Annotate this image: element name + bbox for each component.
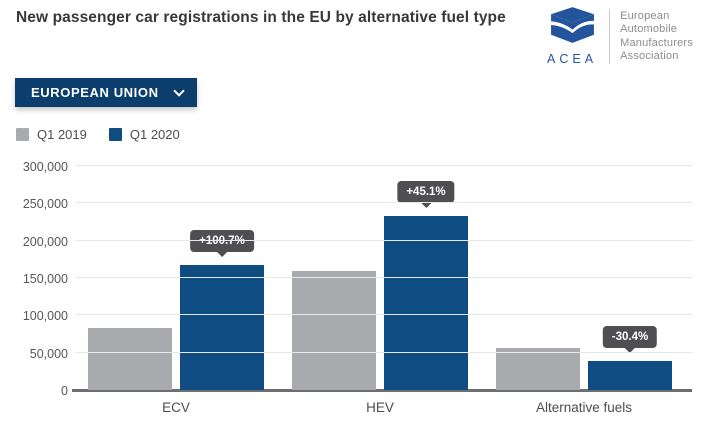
bar-group-hev: +45.1% HEV	[292, 166, 468, 415]
logo-divider	[609, 9, 611, 64]
x-tick-label-alternative-fuels: Alternative fuels	[535, 400, 633, 415]
acea-logo: ACEA European Automobile Manufacturers A…	[547, 7, 693, 66]
region-dropdown[interactable]: EUROPEAN UNION	[15, 78, 197, 107]
logo-org-name: European Automobile Manufacturers Associ…	[620, 9, 693, 63]
change-label-ecv: +100.7%	[190, 230, 254, 253]
plot-inner: +100.7% ECV +45.1% HEV -30.4% Alternative fue…	[80, 166, 692, 415]
legend-item-q1-2019[interactable]: Q1 2019	[16, 127, 87, 142]
change-label-hev: +45.1%	[397, 181, 455, 204]
x-tick-label-hev: HEV	[366, 400, 394, 415]
x-tick-label-ecv: ECV	[162, 400, 190, 415]
legend-item-q1-2020[interactable]: Q1 2020	[108, 127, 180, 142]
legend-swatch-icon	[16, 128, 29, 141]
legend-label: Q1 2019	[37, 127, 87, 142]
bar-group-ecv: +100.7% ECV	[88, 166, 264, 415]
bar-q1-2020-hev[interactable]	[384, 216, 468, 390]
region-dropdown-value: EUROPEAN UNION	[31, 85, 159, 100]
gridline	[76, 239, 692, 241]
y-tick-label: 300,000	[22, 160, 68, 174]
gridline	[76, 202, 692, 204]
bar-q1-2019-ecv[interactable]	[88, 328, 172, 390]
acea-acronym: ACEA	[547, 52, 598, 66]
change-label-alternative-fuels: -30.4%	[602, 325, 658, 348]
bar-group-alternative-fuels: -30.4% Alternative fuels	[496, 166, 672, 415]
y-tick-label: 200,000	[22, 234, 68, 249]
acea-logo-icon	[548, 7, 597, 49]
page-title: New passenger car registrations in the E…	[16, 9, 506, 26]
legend: Q1 2019 Q1 2020	[16, 127, 180, 142]
legend-label: Q1 2020	[129, 127, 180, 142]
plot-area: +100.7% ECV +45.1% HEV -30.4% Alternative fue…	[72, 165, 692, 415]
bar-q1-2019-alternative-fuels[interactable]	[496, 348, 580, 390]
gridline	[76, 314, 692, 316]
y-tick-label: 150,000	[22, 272, 68, 286]
legend-swatch-icon	[108, 128, 122, 141]
y-tick-label: 0	[61, 384, 68, 398]
y-tick-label: 50,000	[29, 346, 68, 361]
y-axis-labels: 0 50,000 100,000 150,000 200,000 250,000 300,0…	[0, 160, 68, 398]
gridline	[76, 165, 692, 166]
x-axis-line	[72, 389, 692, 392]
gridline	[76, 277, 692, 278]
gridline	[76, 351, 692, 353]
bar-q1-2019-hev[interactable]	[292, 270, 376, 390]
y-tick-label: 250,000	[22, 197, 68, 212]
bar-q1-2020-alternative-fuels[interactable]	[588, 360, 672, 390]
y-tick-label: 100,000	[22, 309, 68, 324]
bar-q1-2020-ecv[interactable]	[180, 265, 264, 390]
